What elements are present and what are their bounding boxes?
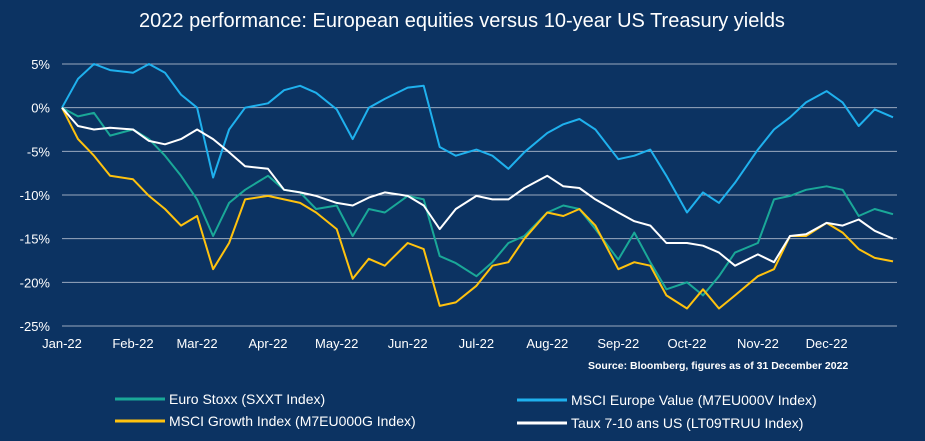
y-tick-label: -10% [20, 188, 51, 203]
legend-label: MSCI Europe Value (M7EU000V Index) [571, 392, 817, 408]
x-tick-label: Nov-22 [737, 336, 779, 351]
x-tick-label: Jul-22 [459, 336, 494, 351]
y-axis-ticks: 5% 0% -5% -10% -15% -20% -25% [20, 57, 51, 334]
chart-title: 2022 performance: European equities vers… [139, 10, 785, 32]
legend-label: MSCI Growth Index (M7EU000G Index) [169, 413, 416, 429]
x-tick-label: Apr-22 [249, 336, 288, 351]
series-line [61, 63, 894, 214]
y-tick-label: -25% [20, 319, 51, 334]
series-line [61, 107, 894, 310]
x-tick-label: Jan-22 [42, 336, 82, 351]
y-tick-label: -15% [20, 232, 51, 247]
series-line [61, 106, 894, 297]
legend: Euro Stoxx (SXXT Index) MSCI Europe Value… [115, 391, 817, 431]
y-tick-label: 5% [31, 57, 50, 72]
x-tick-label: Oct-22 [667, 336, 706, 351]
source-note: Source: Bloomberg, figures as of 31 Dece… [588, 360, 848, 372]
x-tick-label: Dec-22 [806, 336, 848, 351]
x-axis-ticks: Jan-22 Feb-22 Mar-22 Apr-22 May-22 Jun-22 Jul-… [42, 336, 847, 351]
x-tick-label: Mar-22 [176, 336, 217, 351]
series-line [61, 107, 894, 267]
x-tick-label: Jun-22 [388, 336, 428, 351]
y-tick-label: 0% [31, 101, 50, 116]
legend-label: Taux 7-10 ans US (LT09TRUU Index) [571, 415, 803, 431]
y-tick-label: -20% [20, 275, 51, 290]
x-tick-label: Sep-22 [597, 336, 639, 351]
x-tick-label: Feb-22 [112, 336, 153, 351]
legend-label: Euro Stoxx (SXXT Index) [169, 391, 325, 407]
gridlines [62, 63, 897, 327]
y-tick-label: -5% [27, 144, 51, 159]
x-tick-label: May-22 [315, 336, 358, 351]
x-tick-label: Aug-22 [526, 336, 568, 351]
series-lines [61, 63, 894, 310]
